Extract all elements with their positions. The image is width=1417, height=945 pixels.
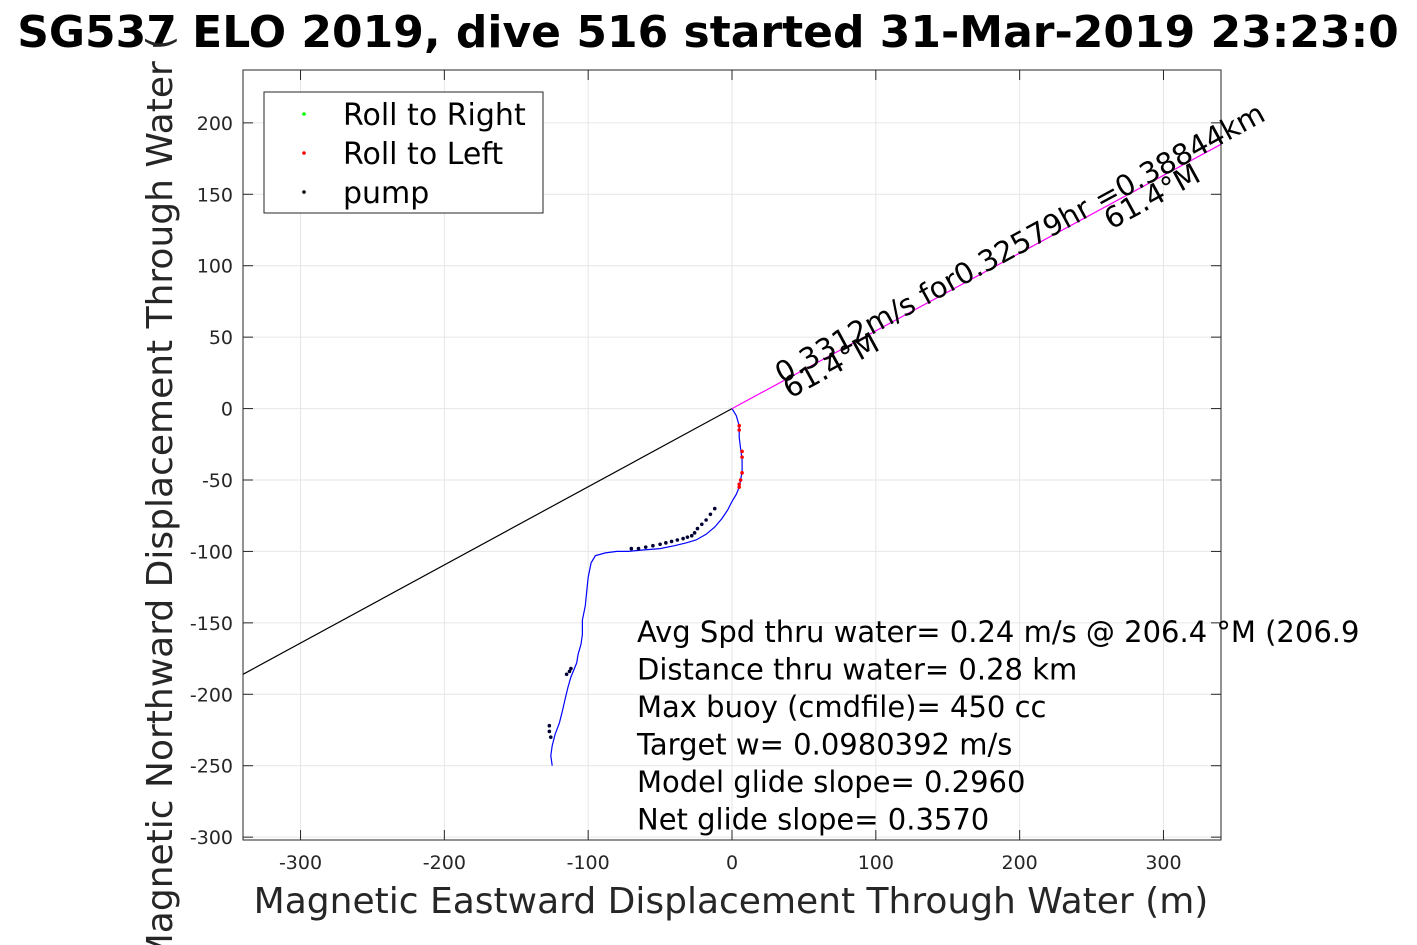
pump-point xyxy=(569,666,573,671)
chart-title: SG537 ELO 2019, dive 516 started 31-Mar-… xyxy=(17,7,1399,58)
ticks-group: -300 -200 -100 0 100 200 300 -300 -250 -200 -150 -1… xyxy=(190,70,1221,874)
x-tick-label: 200 xyxy=(1002,852,1038,874)
roll-left-point xyxy=(740,455,744,459)
markers-group xyxy=(547,423,744,739)
pump-point xyxy=(547,723,552,728)
y-tick-label: 150 xyxy=(197,184,233,206)
pump-point xyxy=(704,518,708,522)
summary-line: Avg Spd thru water= 0.24 m/s @ 206.4 °M … xyxy=(637,615,1359,649)
y-tick-label: -200 xyxy=(190,684,233,706)
legend: Roll to Right Roll to Left pump xyxy=(263,91,544,214)
pump-point xyxy=(681,536,685,541)
y-tick-label: -100 xyxy=(190,541,233,563)
roll-left-point xyxy=(737,485,741,489)
y-tick-label: -150 xyxy=(190,613,233,635)
legend-label: pump xyxy=(343,176,429,211)
roll-left-point xyxy=(740,449,744,454)
roll-left-point xyxy=(738,478,743,482)
pump-point xyxy=(685,535,690,539)
y-tick-label: 100 xyxy=(197,256,233,278)
summary-line: Model glide slope= 0.2960 xyxy=(637,765,1025,799)
x-tick-label: 0 xyxy=(726,852,738,874)
pump-point xyxy=(664,541,668,545)
legend-marker xyxy=(302,190,306,194)
legend-marker xyxy=(302,112,306,116)
summary-line: Net glide slope= 0.3570 xyxy=(637,803,989,837)
pump-point xyxy=(643,545,648,549)
roll-left-point xyxy=(737,423,741,428)
pump-point xyxy=(695,526,700,531)
series-line-heading xyxy=(731,143,1222,410)
pump-point xyxy=(675,538,680,542)
roll-left-point xyxy=(737,428,741,432)
roll-left-point xyxy=(737,482,741,487)
pump-point xyxy=(708,512,713,517)
x-tick-label: -100 xyxy=(567,852,610,874)
legend-box xyxy=(263,91,544,214)
pump-point xyxy=(669,539,674,544)
series-line-net xyxy=(242,408,733,675)
summary-annotation: Avg Spd thru water= 0.24 m/s @ 206.4 °M … xyxy=(636,615,1359,837)
x-tick-label: 100 xyxy=(858,852,894,874)
legend-label: Roll to Left xyxy=(343,137,503,172)
pump-point xyxy=(548,735,553,739)
pump-point xyxy=(629,546,634,551)
roll-left-point xyxy=(740,471,744,475)
pump-point xyxy=(689,533,694,538)
x-tick-label: 300 xyxy=(1145,852,1181,874)
legend-marker xyxy=(302,151,306,155)
pump-point xyxy=(658,542,662,547)
pump-point xyxy=(651,543,655,548)
summary-line: Max buoy (cmdfile)= 450 cc xyxy=(637,690,1046,724)
y-tick-label: -50 xyxy=(202,470,233,492)
y-tick-label: 50 xyxy=(209,327,233,349)
y-tick-label: -250 xyxy=(190,756,233,778)
x-axis-label: Magnetic Eastward Displacement Through W… xyxy=(254,881,1209,922)
pump-point xyxy=(699,522,704,527)
legend-label: Roll to Right xyxy=(343,98,526,133)
pump-point xyxy=(547,729,552,734)
pump-point xyxy=(567,669,572,674)
y-tick-label: 200 xyxy=(197,113,233,135)
y-tick-label: 0 xyxy=(221,399,233,421)
x-tick-label: -300 xyxy=(279,852,322,874)
pump-point xyxy=(636,546,641,551)
y-axis-label: Magnetic Northward Displacement Through … xyxy=(140,36,181,945)
pump-point xyxy=(692,531,697,535)
summary-line: Distance thru water= 0.28 km xyxy=(637,653,1077,687)
pump-point xyxy=(564,672,569,677)
pump-point xyxy=(712,506,717,511)
y-tick-label: -300 xyxy=(190,827,233,849)
x-tick-label: -200 xyxy=(423,852,466,874)
summary-line: Target w= 0.0980392 m/s xyxy=(636,728,1012,762)
